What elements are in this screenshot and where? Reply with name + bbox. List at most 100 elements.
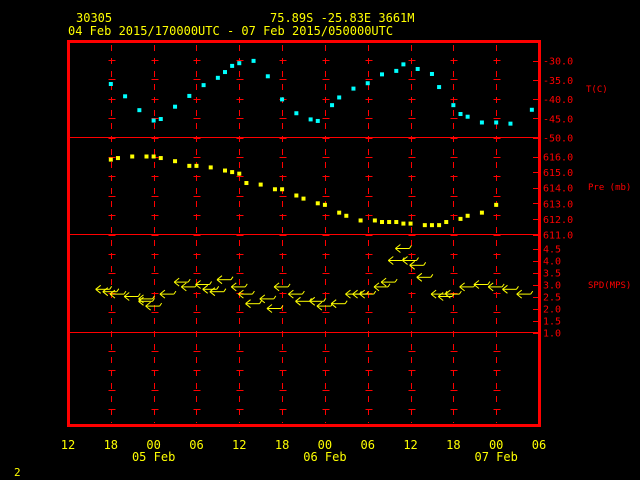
page-number: 2	[14, 466, 21, 479]
y-tick-label: -30.0	[543, 57, 573, 68]
pressure-point	[194, 163, 199, 168]
y-tick-label: 612.0	[543, 215, 573, 226]
wind-barb	[459, 282, 477, 292]
pressure-point	[479, 210, 484, 215]
y-tick-label: 3.5	[543, 269, 561, 280]
pressure-point	[458, 216, 463, 221]
pressure-point	[322, 202, 327, 207]
wind-barb	[216, 275, 234, 285]
temperature-point	[201, 83, 206, 88]
x-tick-label: 06	[532, 438, 546, 452]
pressure-point	[173, 159, 178, 164]
temperature-point	[337, 95, 342, 100]
x-tick-label: 18	[446, 438, 460, 452]
pressure-point	[158, 156, 163, 161]
y-tick-label: 614.0	[543, 184, 573, 195]
wind-barb	[238, 289, 255, 299]
pressure-point	[223, 168, 227, 173]
temperature-point	[380, 72, 384, 77]
temperature-point	[401, 62, 406, 67]
wind-barb	[487, 282, 505, 292]
temperature-point	[237, 61, 242, 66]
wind-barb	[145, 301, 163, 311]
wind-barb	[473, 280, 491, 289]
temperature-point	[330, 103, 335, 108]
pressure-point	[337, 210, 342, 215]
wind-barb	[430, 289, 448, 299]
wind-barb	[123, 292, 141, 301]
temperature-point	[429, 71, 434, 76]
wind-barb	[402, 256, 419, 265]
pressure-point	[422, 223, 427, 228]
temperature-point	[508, 121, 513, 126]
wind-barb	[109, 289, 127, 299]
pressure-point	[408, 221, 413, 226]
pressure-point	[115, 156, 120, 161]
station-id: 30305	[76, 11, 112, 25]
x-date-label: 05 Feb	[132, 450, 175, 464]
wind-barb	[95, 284, 113, 294]
grid-lines	[68, 45, 539, 423]
pressure-point	[394, 220, 399, 225]
x-tick-label: 00	[146, 438, 160, 452]
temperature-point	[108, 81, 113, 86]
x-tick-label: 00	[489, 438, 503, 452]
y-tick-label: 3.0	[543, 281, 561, 292]
wind-barb	[273, 282, 291, 292]
temperature-point	[451, 103, 456, 108]
wind-barb	[373, 282, 391, 292]
pressure-point	[108, 157, 113, 162]
x-date-label: 06 Feb	[303, 450, 346, 464]
y-tick-label: 615.0	[543, 168, 573, 179]
pressure-point	[372, 218, 377, 223]
wind-barb	[387, 256, 405, 265]
pressure-point	[187, 163, 192, 168]
pressure-point	[465, 213, 470, 218]
wind-barb	[409, 260, 427, 270]
pressure-point	[130, 154, 135, 159]
pressure-point	[429, 223, 434, 228]
pressure-point	[258, 182, 263, 187]
x-tick-label: 12	[403, 438, 417, 452]
x-tick-label: 06	[361, 438, 375, 452]
temperature-point	[351, 86, 356, 91]
temperature-point	[494, 120, 499, 125]
wind-barb	[173, 277, 191, 287]
x-tick-label: 00	[318, 438, 332, 452]
pressure-point	[272, 187, 277, 192]
temperature-point	[173, 104, 178, 109]
panel-label: T(C)	[586, 85, 608, 95]
temperature-point	[529, 107, 534, 112]
pressure-point	[151, 154, 156, 159]
y-tick-label: -45.0	[543, 114, 573, 125]
y-tick-label: 2.5	[543, 293, 561, 304]
x-tick-label: 18	[275, 438, 289, 452]
temperature-point	[308, 117, 313, 122]
wind-barb	[437, 292, 455, 301]
x-date-label: 07 Feb	[475, 450, 518, 464]
wind-barb	[330, 299, 348, 309]
axis-labels: 12 18 00 06 12 18 00 06 12 18 00 06 05 Feb 06 Feb 07 F…	[61, 57, 632, 465]
temperature-point	[123, 94, 128, 99]
wind-barb	[316, 301, 334, 311]
wind-barb	[445, 289, 462, 299]
temperature-point	[415, 66, 420, 71]
pressure-point	[280, 187, 285, 192]
pressure-point	[358, 218, 363, 223]
wind-barb	[102, 287, 120, 297]
wind-barb	[195, 280, 213, 289]
wind-barb	[245, 299, 262, 309]
temperature-point	[280, 97, 285, 102]
pressure-point	[387, 220, 392, 225]
y-tick-label: 616.0	[543, 153, 573, 164]
y-tick-label: 1.0	[543, 329, 561, 340]
y-tick-label: 4.0	[543, 257, 561, 268]
pressure-point	[237, 171, 242, 176]
temperature-point	[158, 117, 163, 122]
wind-barb	[416, 272, 434, 282]
wind-barb	[288, 289, 305, 299]
pressure-point	[208, 165, 213, 170]
pressure-point	[144, 154, 149, 159]
y-tick-label: -50.0	[543, 134, 573, 145]
